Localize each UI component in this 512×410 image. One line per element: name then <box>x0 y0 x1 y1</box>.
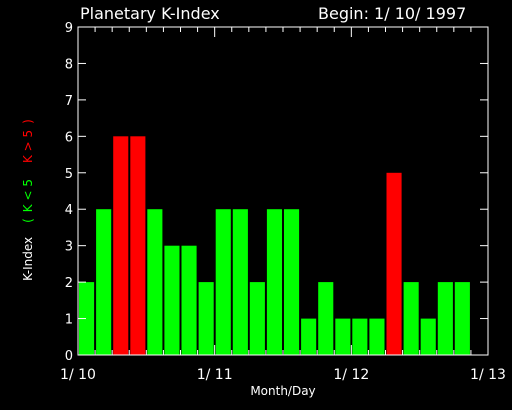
x-tick-label: 1/ 13 <box>470 367 506 383</box>
y-axis-label-part: K < 5 <box>21 179 35 213</box>
y-tick-label: 7 <box>65 94 73 109</box>
bar <box>215 209 231 355</box>
y-tick-label: 0 <box>65 349 73 364</box>
bar <box>437 282 453 355</box>
y-axis-label-part: ) <box>21 119 35 124</box>
x-tick-label: 1/ 12 <box>333 367 369 383</box>
y-axis-label-part: K > 5 <box>21 129 35 164</box>
y-tick-label: 8 <box>65 57 73 72</box>
bar <box>420 318 436 355</box>
y-tick-label: 3 <box>65 240 73 255</box>
y-tick-label: 5 <box>65 167 73 182</box>
y-tick-label: 6 <box>65 130 73 145</box>
bar <box>403 282 419 355</box>
y-tick-label: 4 <box>65 203 73 218</box>
bar <box>386 172 402 355</box>
bar <box>198 282 214 355</box>
bar <box>318 282 334 355</box>
bar <box>113 136 129 355</box>
bar <box>266 209 282 355</box>
x-axis-label: Month/Day <box>250 384 315 398</box>
y-axis-label-part: K-Index <box>21 236 35 281</box>
y-axis-label: K-Index ( K < 5 K > 5) <box>21 119 35 281</box>
begin-date-label: Begin: 1/ 10/ 1997 <box>318 4 467 23</box>
bar <box>130 136 146 355</box>
y-tick-label: 9 <box>65 21 73 36</box>
bar <box>79 282 95 355</box>
bar <box>369 318 385 355</box>
chart-title: Planetary K-Index <box>80 4 220 23</box>
bar <box>249 282 265 355</box>
bar <box>232 209 248 355</box>
x-tick-label: 1/ 11 <box>197 367 233 383</box>
bar <box>454 282 470 355</box>
y-tick-label: 2 <box>65 276 73 291</box>
bar <box>96 209 112 355</box>
bar <box>147 209 163 355</box>
bar <box>335 318 351 355</box>
y-axis-label-part: ( <box>21 218 35 223</box>
bar <box>181 245 197 355</box>
bar <box>284 209 300 355</box>
y-tick-label: 1 <box>65 313 73 328</box>
x-tick-label: 1/ 10 <box>60 367 96 383</box>
bar <box>164 245 180 355</box>
bar <box>352 318 368 355</box>
bar <box>301 318 317 355</box>
